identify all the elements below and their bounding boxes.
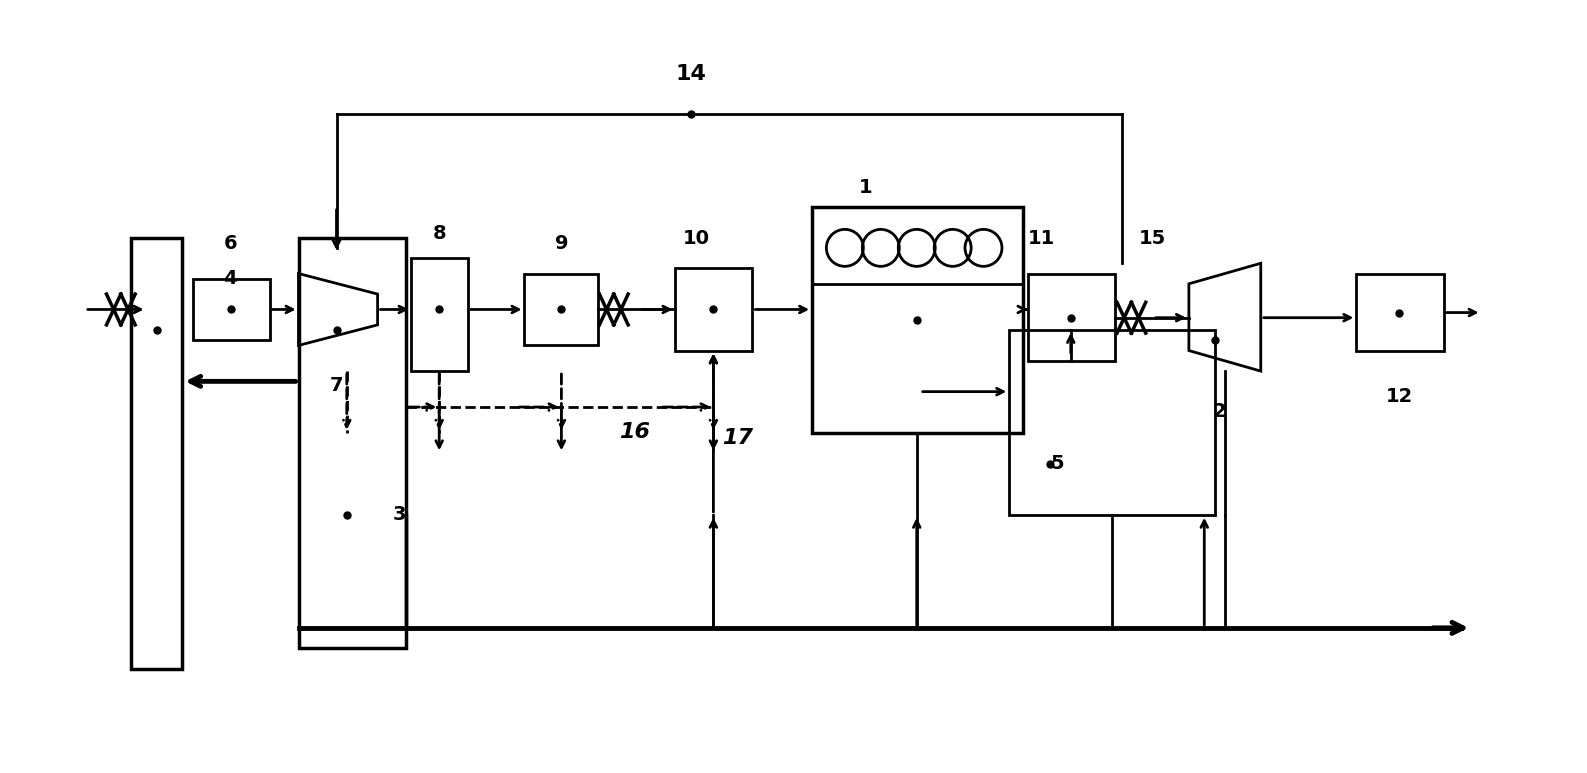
Text: 16: 16	[619, 422, 649, 442]
Text: 14: 14	[676, 63, 706, 83]
Text: 12: 12	[1385, 386, 1412, 406]
Text: 10: 10	[682, 229, 709, 248]
Bar	[132, 237, 183, 669]
Bar	[524, 274, 598, 346]
Bar	[813, 207, 1022, 433]
Text: 9: 9	[554, 234, 568, 253]
Text: 1: 1	[859, 178, 873, 196]
Text: 11: 11	[1028, 229, 1055, 248]
Bar	[298, 237, 406, 649]
Text: 15: 15	[1139, 229, 1166, 248]
Bar	[1009, 330, 1214, 515]
Text: 2: 2	[1212, 402, 1227, 421]
Bar	[192, 279, 270, 340]
Bar	[1028, 274, 1116, 361]
Text: 6: 6	[224, 234, 238, 253]
Text: 3: 3	[394, 506, 406, 524]
Text: 4: 4	[224, 269, 236, 288]
Text: 7: 7	[330, 376, 343, 395]
Text: 8: 8	[432, 223, 446, 243]
Bar	[411, 258, 468, 371]
Bar	[676, 268, 752, 351]
Text: 5: 5	[1051, 454, 1063, 473]
Text: 17: 17	[722, 427, 752, 448]
Bar	[1357, 274, 1444, 351]
